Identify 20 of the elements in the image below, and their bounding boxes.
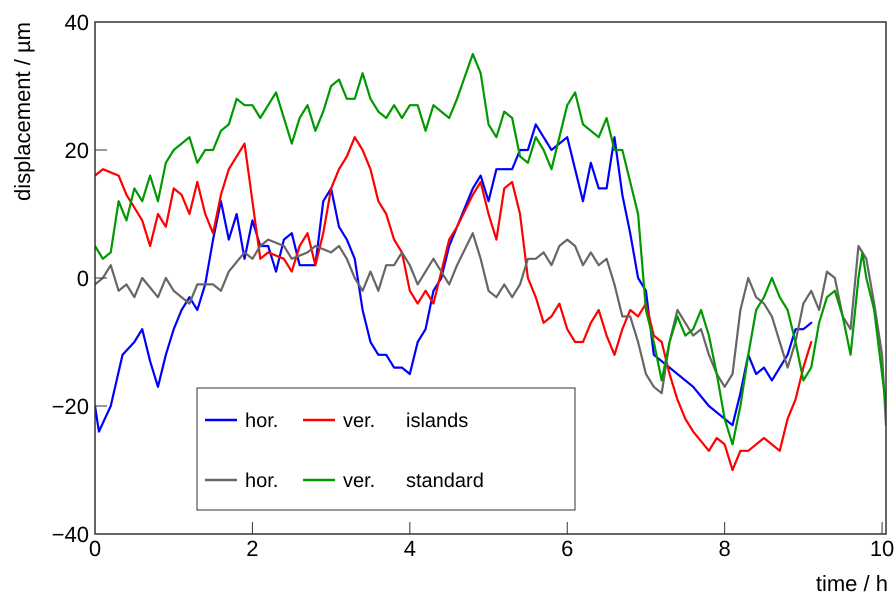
y-tick-label: −20: [52, 394, 89, 419]
x-tick-label: 6: [561, 536, 574, 561]
y-tick-label: −40: [52, 522, 89, 547]
x-tick-label: 4: [404, 536, 416, 561]
annotation: islands: [406, 410, 468, 432]
x-axis-title: time / h: [816, 571, 888, 596]
y-tick-label: 0: [76, 266, 89, 291]
y-tick-label: 40: [64, 10, 89, 35]
legend-label: hor.: [245, 470, 278, 492]
x-tick-label: 8: [718, 536, 731, 561]
y-tick-label: 20: [64, 138, 89, 163]
annotation: standard: [406, 470, 484, 492]
x-tick-label: 10: [870, 536, 894, 561]
legend-label: ver.: [343, 410, 376, 432]
legend-label: ver.: [343, 470, 376, 492]
legend-label: hor.: [245, 410, 278, 432]
y-axis-title: displacement / µm: [10, 22, 35, 201]
line-series: [95, 52, 886, 446]
x-tick-label: 2: [246, 536, 259, 561]
line-series: [95, 232, 886, 426]
